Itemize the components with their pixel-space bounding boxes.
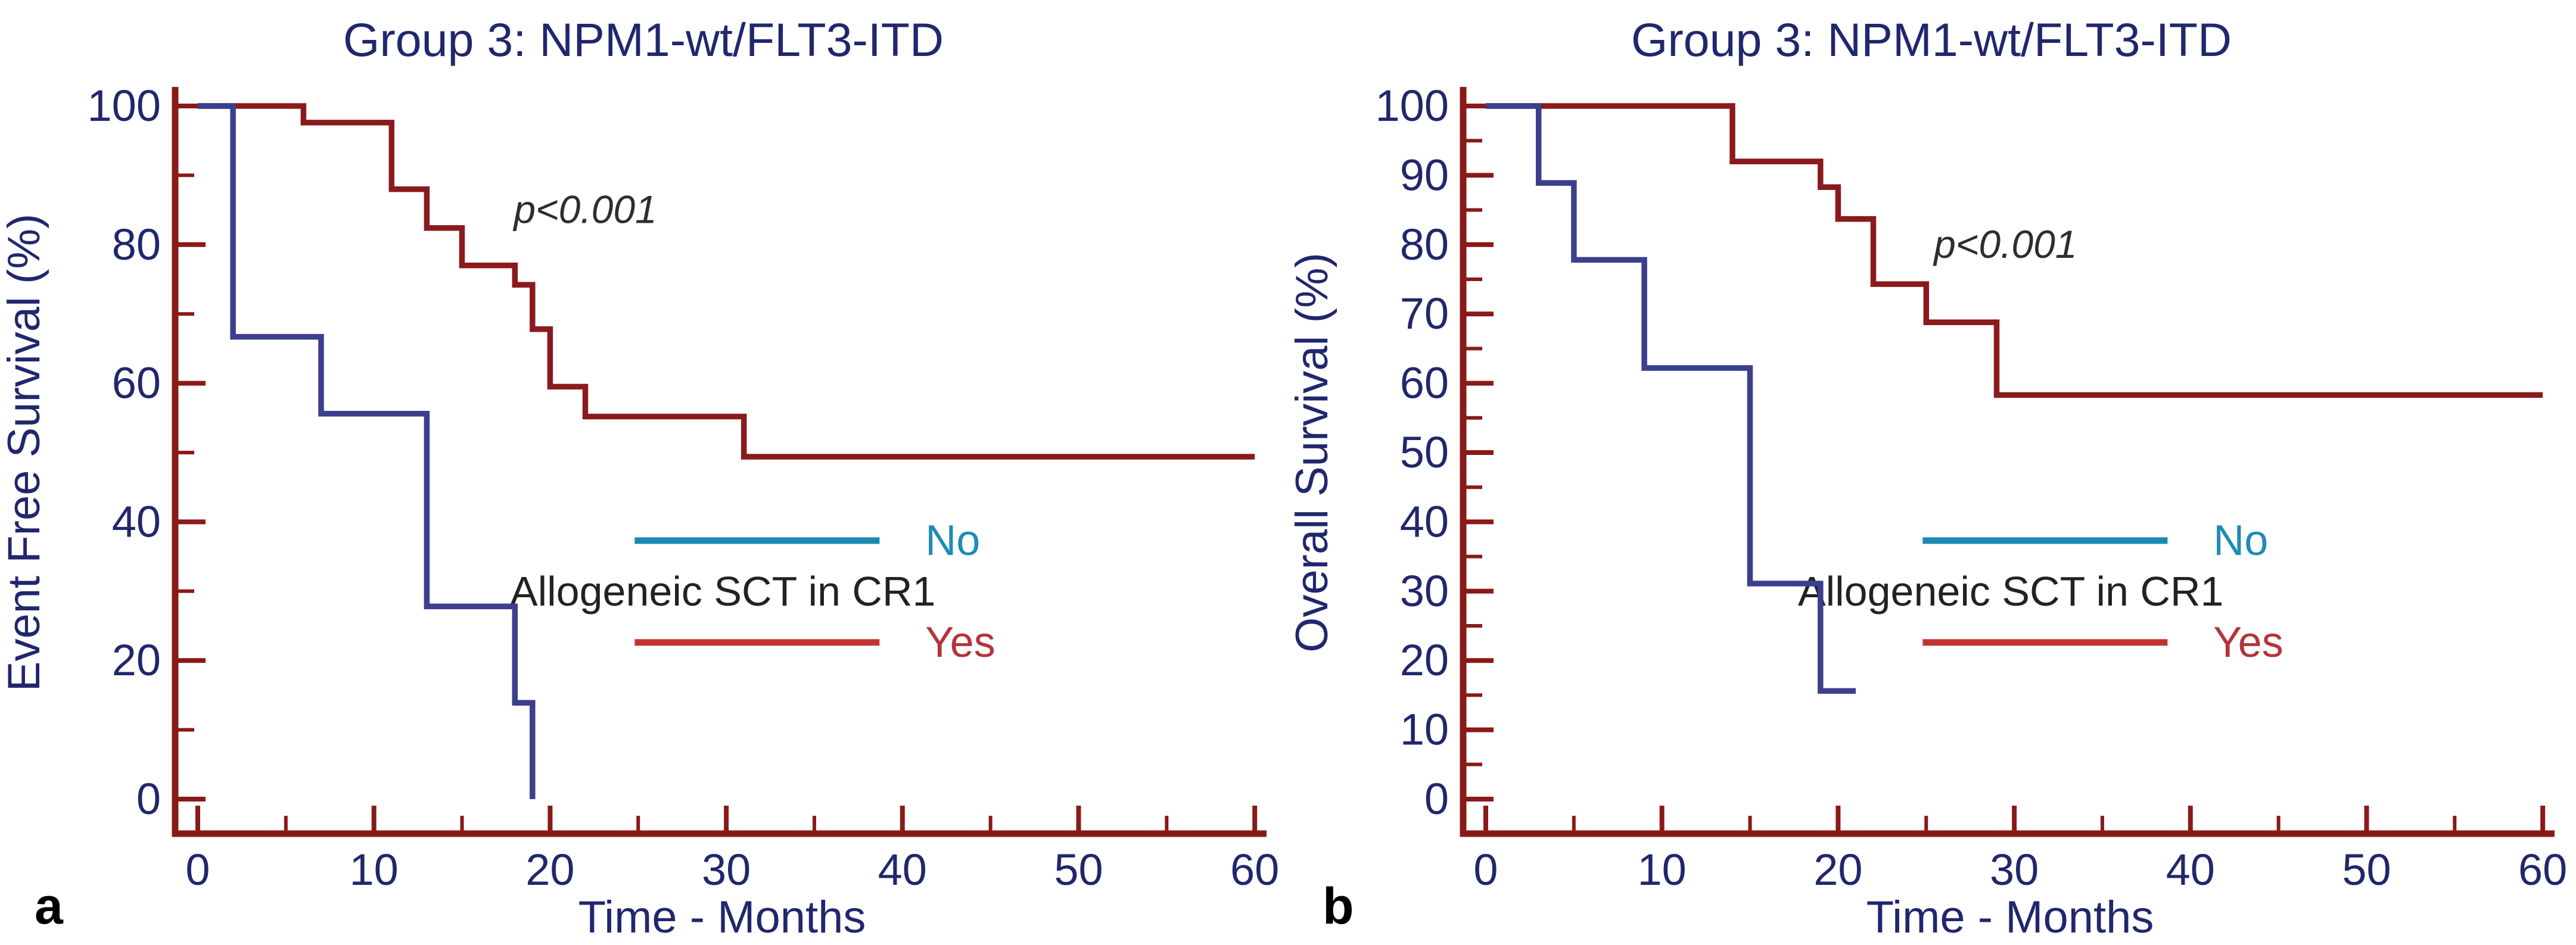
legend-title: Allogeneic SCT in CR1 bbox=[510, 568, 936, 615]
chart-title: Group 3: NPM1-wt/FLT3-ITD bbox=[1631, 13, 2232, 66]
x-axis-title: Time - Months bbox=[578, 892, 866, 943]
x-tick-label: 60 bbox=[2518, 845, 2567, 894]
survival-curve-yes bbox=[1486, 103, 2543, 398]
x-tick-label: 30 bbox=[702, 845, 751, 894]
panel-letter-b: b bbox=[1323, 878, 1354, 935]
y-tick-label: 0 bbox=[136, 774, 161, 824]
y-tick-label: 60 bbox=[112, 358, 161, 408]
x-tick-label: 10 bbox=[1638, 845, 1687, 894]
x-tick-label: 40 bbox=[2166, 845, 2215, 894]
x-tick-label: 50 bbox=[2342, 845, 2391, 894]
survival-curve-no bbox=[1486, 103, 1856, 694]
p-value-annotation: p<0.001 bbox=[512, 188, 657, 232]
y-tick-label: 10 bbox=[1400, 705, 1449, 754]
km-chart-b: Group 3: NPM1-wt/FLT3-ITD Overall Surviva… bbox=[1288, 13, 2567, 943]
x-tick-label: 20 bbox=[1813, 845, 1862, 894]
y-tick-label: 100 bbox=[88, 81, 161, 130]
x-tick-label: 0 bbox=[185, 845, 210, 894]
y-tick-label: 30 bbox=[1400, 566, 1449, 616]
legend-label-no: No bbox=[925, 517, 980, 564]
legend-label-no: No bbox=[2213, 517, 2268, 564]
x-tick-label: 10 bbox=[350, 845, 399, 894]
legend-label-yes: Yes bbox=[2213, 619, 2283, 666]
x-tick-label: 50 bbox=[1054, 845, 1103, 894]
y-axis-title: Event Free Survival (%) bbox=[0, 214, 49, 691]
y-tick-label: 80 bbox=[1400, 220, 1449, 269]
survival-curve-yes bbox=[198, 103, 1255, 460]
x-axis-title: Time - Months bbox=[1866, 892, 2154, 943]
legend-title: Allogeneic SCT in CR1 bbox=[1798, 568, 2224, 615]
y-tick-label: 20 bbox=[112, 635, 161, 685]
y-tick-label: 50 bbox=[1400, 428, 1449, 477]
x-tick-label: 0 bbox=[1473, 845, 1498, 894]
p-value-annotation: p<0.001 bbox=[1933, 222, 2077, 266]
y-axis-title: Overall Survival (%) bbox=[1288, 252, 1337, 652]
chart-title: Group 3: NPM1-wt/FLT3-ITD bbox=[343, 13, 944, 66]
panel-b: Group 3: NPM1-wt/FLT3-ITD Overall Surviva… bbox=[1288, 0, 2576, 945]
x-tick-label: 40 bbox=[878, 845, 927, 894]
y-tick-label: 80 bbox=[112, 220, 161, 269]
y-tick-label: 0 bbox=[1424, 774, 1449, 824]
x-tick-label: 60 bbox=[1230, 845, 1279, 894]
survival-curve-no bbox=[198, 103, 536, 799]
y-tick-label: 70 bbox=[1400, 289, 1449, 338]
panel-a: Group 3: NPM1-wt/FLT3-ITD Event Free Surv… bbox=[0, 13, 1279, 943]
x-tick-label: 30 bbox=[1990, 845, 2039, 894]
y-tick-label: 90 bbox=[1400, 150, 1449, 199]
panel-letter-a: a bbox=[35, 878, 63, 935]
x-tick-label: 20 bbox=[525, 845, 574, 894]
y-tick-label: 20 bbox=[1400, 635, 1449, 685]
legend-label-yes: Yes bbox=[925, 619, 995, 666]
y-tick-label: 100 bbox=[1376, 81, 1449, 130]
y-tick-label: 60 bbox=[1400, 358, 1449, 408]
km-chart-a: Group 3: NPM1-wt/FLT3-ITD Event Free Surv… bbox=[0, 13, 1279, 943]
y-tick-label: 40 bbox=[1400, 497, 1449, 546]
y-tick-label: 40 bbox=[112, 497, 161, 546]
